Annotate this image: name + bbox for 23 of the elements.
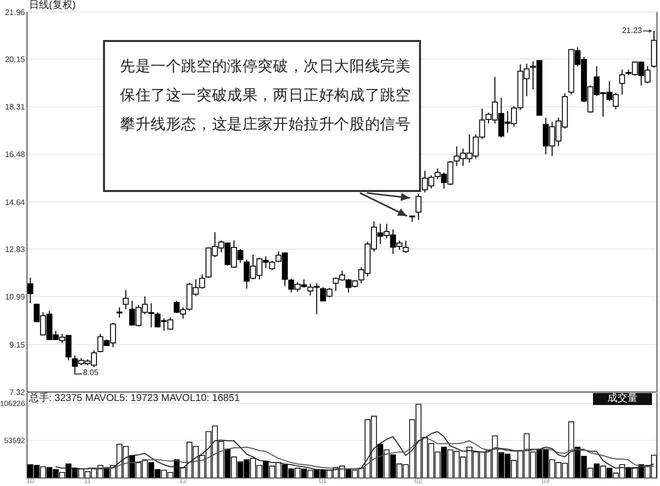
y-tick-label: 16.48: [4, 150, 26, 160]
y-tick-label: 18.31: [4, 102, 26, 112]
candlestick: [416, 193, 422, 220]
y-tick-label: 20.15: [4, 54, 26, 64]
candlestick: [27, 277, 34, 304]
y-tick-label: 7.32: [9, 388, 26, 397]
annotation: 先是一个跳空的涨停突破，次日大阳线完美保住了这一突破成果，两日正好构成了跳空攀升线形态，这是庄家开始拉升个股的信号: [120, 59, 411, 133]
y-tick-label: 21.96: [4, 8, 26, 17]
y-tick-label: 14.64: [4, 198, 26, 207]
candlestick: [116, 306, 122, 318]
y-tick-label: 9.15: [9, 340, 26, 350]
line-series: [86, 436, 654, 470]
annotation: 8.05: [83, 368, 100, 377]
annotation: 成交量: [608, 393, 638, 404]
chart-title: 总手: 32375 MAVOL5: 19723 MAVOL10: 16851: [29, 393, 240, 404]
candlestick: [402, 240, 409, 254]
line-series: [55, 431, 654, 471]
candlestick: [619, 69, 626, 96]
y-tick-label: 12.83: [4, 244, 26, 254]
chart-title: 日线(复权): [29, 0, 76, 11]
candlestick: [122, 289, 129, 310]
annotation: 21.23: [622, 26, 643, 35]
y-tick-label: 10.99: [4, 292, 26, 302]
